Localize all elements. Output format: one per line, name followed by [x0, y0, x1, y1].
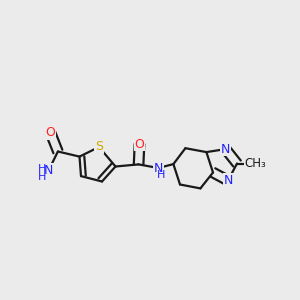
Text: N: N	[221, 142, 230, 156]
Text: O: O	[46, 126, 55, 139]
Text: O: O	[135, 137, 144, 151]
Text: CH₃: CH₃	[245, 157, 266, 170]
Text: H: H	[38, 164, 46, 174]
Text: N: N	[154, 161, 163, 175]
Text: S: S	[95, 140, 103, 154]
Text: H: H	[157, 169, 166, 180]
Text: H: H	[38, 172, 46, 182]
Text: N: N	[223, 174, 233, 187]
Text: N: N	[44, 164, 53, 177]
